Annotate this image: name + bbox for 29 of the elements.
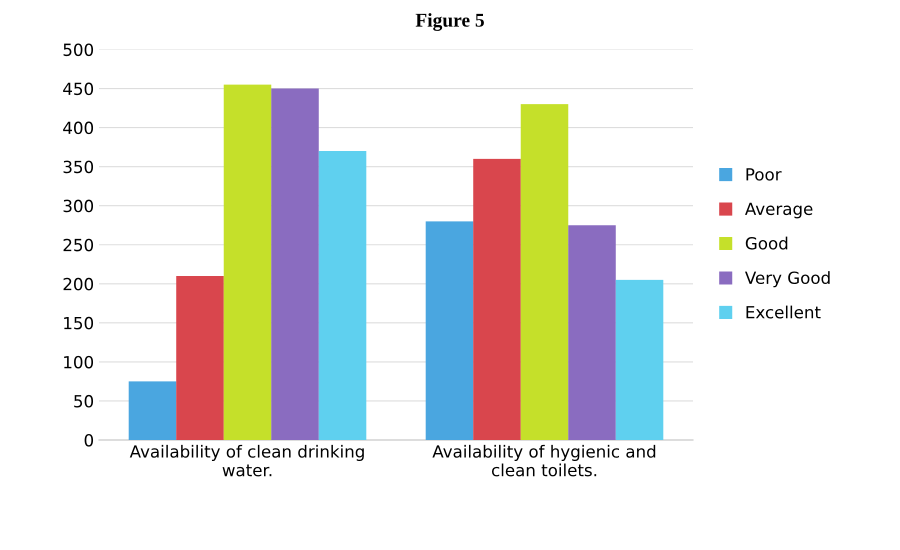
bar — [271, 88, 319, 440]
y-tick-label: 150 — [64, 316, 94, 330]
legend-label: Poor — [746, 168, 782, 181]
y-tick-label: 300 — [64, 200, 94, 212]
x-tick-label: Availability of clean drinking water. — [130, 444, 364, 476]
legend-label: Good — [746, 236, 788, 250]
bar — [473, 158, 521, 440]
y-tick-label: 400 — [63, 122, 94, 134]
bar — [176, 276, 224, 440]
bar — [128, 381, 176, 440]
y-tick-label: 200 — [64, 278, 94, 290]
bar — [568, 225, 616, 440]
bar — [426, 221, 474, 440]
y-tick-label: 500 — [64, 43, 94, 56]
legend-label: Average — [745, 202, 812, 218]
legend-label: Very Good — [745, 271, 830, 288]
y-tick-label: 250 — [64, 238, 94, 252]
bar — [224, 84, 272, 440]
chart-title: Figure 5 — [416, 13, 484, 31]
y-tick-label: 0 — [84, 434, 94, 447]
bar — [520, 104, 568, 440]
y-tick-label: 350 — [64, 160, 94, 174]
y-tick-label: 100 — [64, 356, 94, 368]
y-tick-label: 450 — [63, 82, 94, 96]
x-tick-label: Availability of hygienic and clean toilets. — [432, 444, 656, 476]
y-tick-label: 50 — [74, 394, 94, 408]
legend-label: Excellent — [746, 306, 821, 319]
bar — [616, 280, 664, 440]
bar — [318, 151, 366, 440]
